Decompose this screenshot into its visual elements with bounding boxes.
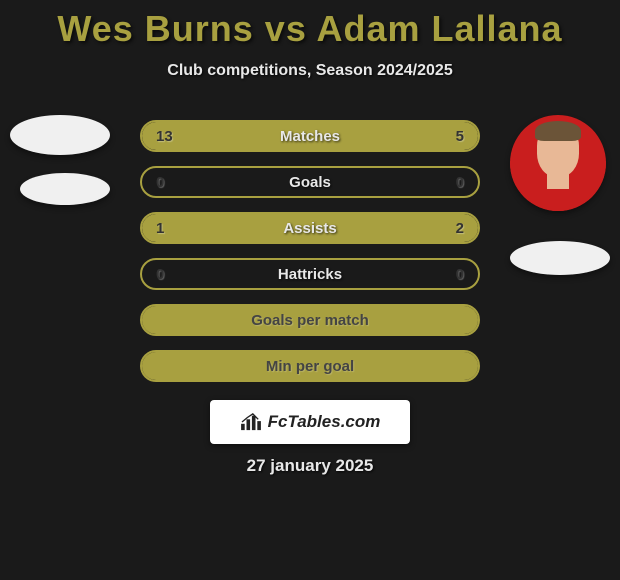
stat-row-goals-per-match: Goals per match [140,304,480,336]
subtitle: Club competitions, Season 2024/2025 [0,62,620,80]
stat-label: Goals per match [142,312,478,329]
branding-text: FcTables.com [268,412,381,432]
chart-icon [240,413,262,431]
stat-row-matches: 13 Matches 5 [140,120,480,152]
stat-value-right: 0 [456,266,464,283]
stat-label: Goals [142,174,478,191]
comparison-card: Wes Burns vs Adam Lallana Club competiti… [0,0,620,580]
stat-value-right: 2 [456,220,464,237]
player-right-avatar [510,115,606,211]
player-right-shadow-placeholder [510,241,610,275]
stat-row-assists: 1 Assists 2 [140,212,480,244]
date-label: 27 january 2025 [0,456,620,476]
stats-container: 13 Matches 5 0 Goals 0 1 Assists 2 0 Hat… [140,120,480,396]
player-left-column [10,115,110,205]
stat-label: Matches [142,128,478,145]
stat-label: Min per goal [142,358,478,375]
stat-label: Hattricks [142,266,478,283]
avatar-hair [535,121,581,141]
stat-row-goals: 0 Goals 0 [140,166,480,198]
player-right-column [510,115,610,275]
stat-row-hattricks: 0 Hattricks 0 [140,258,480,290]
player-left-shadow-placeholder [20,173,110,205]
stat-label: Assists [142,220,478,237]
branding-badge: FcTables.com [210,400,410,444]
page-title: Wes Burns vs Adam Lallana [0,0,620,50]
stat-value-right: 0 [456,174,464,191]
player-left-avatar-placeholder [10,115,110,155]
stat-row-min-per-goal: Min per goal [140,350,480,382]
stat-value-right: 5 [456,128,464,145]
